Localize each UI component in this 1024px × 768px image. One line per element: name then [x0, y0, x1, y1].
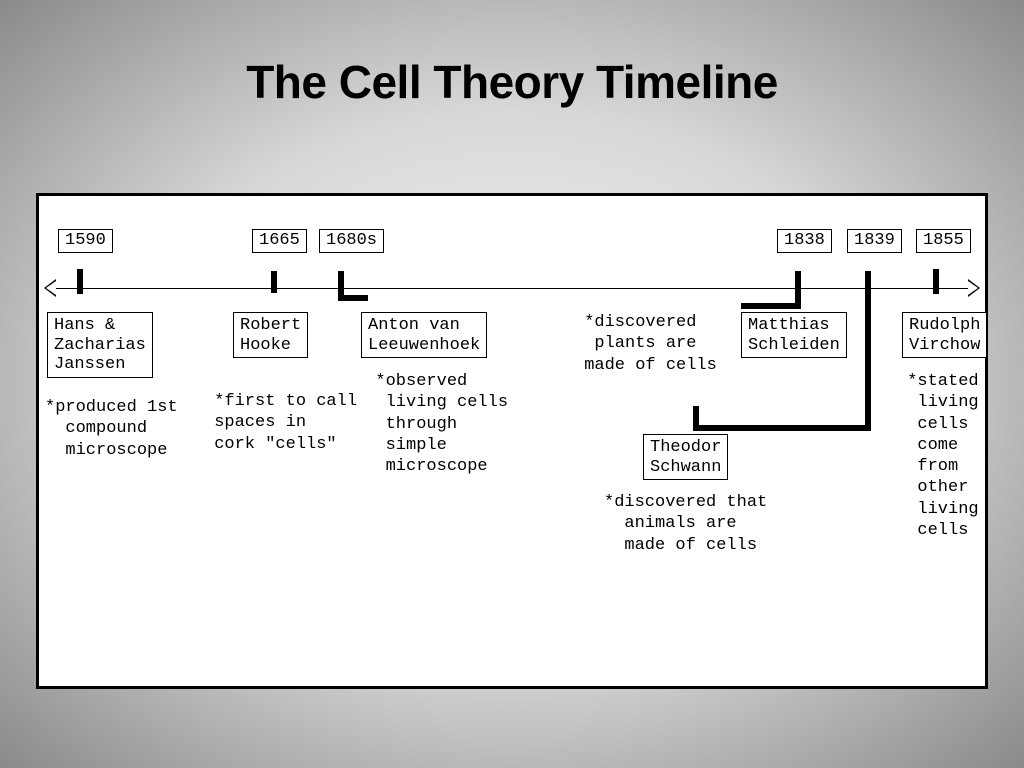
timeline-panel: 1590 1665 1680s 1838 1839 1855 Hans & Za…: [36, 193, 988, 689]
name-schwann: Theodor Schwann: [643, 434, 728, 480]
connector-1839-v: [865, 271, 871, 431]
note-virchow: *stated living cells come from other liv…: [897, 371, 979, 541]
name-hooke: Robert Hooke: [233, 312, 308, 358]
axis-arrow-left-icon: [44, 279, 56, 297]
name-leeuwenhoek: Anton van Leeuwenhoek: [361, 312, 487, 358]
axis-arrow-right-icon: [968, 279, 980, 297]
tick-1590: [77, 269, 83, 294]
note-schleiden: *discovered plants are made of cells: [574, 312, 717, 376]
name-schleiden: Matthias Schleiden: [741, 312, 847, 358]
timeline-axis: [44, 280, 980, 298]
page-title: The Cell Theory Timeline: [0, 55, 1024, 109]
tick-1855: [933, 269, 939, 294]
connector-1839-v2: [693, 406, 699, 431]
axis-line: [56, 288, 968, 289]
year-1839: 1839: [847, 229, 902, 253]
year-1855: 1855: [916, 229, 971, 253]
year-1680s: 1680s: [319, 229, 384, 253]
year-1590: 1590: [58, 229, 113, 253]
tick-1665: [271, 271, 277, 293]
note-hooke: *first to call spaces in cork "cells": [204, 391, 357, 455]
name-virchow: Rudolph Virchow: [902, 312, 987, 358]
note-janssen: *produced 1st compound microscope: [45, 397, 178, 461]
name-janssen: Hans & Zacharias Janssen: [47, 312, 153, 378]
connector-1839-h: [699, 425, 871, 431]
connector-1680s-h: [338, 295, 368, 301]
year-1838: 1838: [777, 229, 832, 253]
connector-1838-h: [741, 303, 801, 309]
note-schwann: *discovered that animals are made of cel…: [604, 492, 767, 556]
year-1665: 1665: [252, 229, 307, 253]
note-leeuwenhoek: *observed living cells through simple mi…: [355, 371, 508, 477]
